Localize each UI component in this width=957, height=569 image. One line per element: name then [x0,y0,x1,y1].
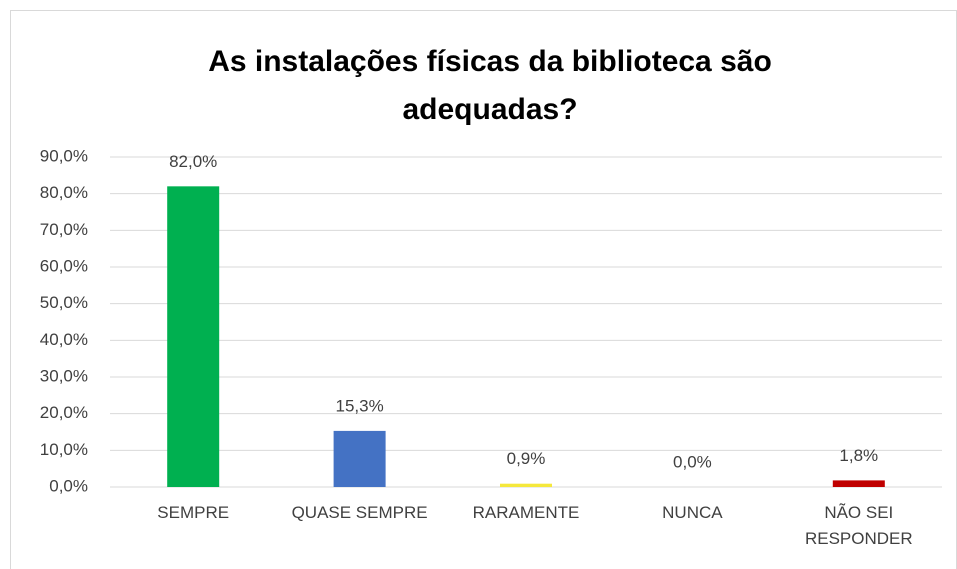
y-tick-label: 10,0% [40,440,88,459]
bar [333,430,386,487]
y-tick-label: 80,0% [40,183,88,202]
y-tick-label: 90,0% [40,146,88,165]
chart-title: As instalações físicas da biblioteca são… [208,45,772,126]
x-tick-label: SEMPRE [157,503,230,522]
y-tick-label: 0,0% [49,476,88,495]
y-tick-label: 70,0% [40,220,88,239]
data-label: 15,3% [335,396,383,415]
y-tick-label: 20,0% [40,403,88,422]
data-label: 1,8% [839,446,878,465]
y-tick-label: 40,0% [40,330,88,349]
y-tick-label: 30,0% [40,366,88,385]
bar [500,483,552,487]
x-tick-label: QUASE SEMPRE [291,503,428,522]
bar [167,186,220,488]
x-tick-label: NÃO SEI RESPONDER [804,503,913,548]
data-label: 0,9% [507,449,546,468]
x-tick-label: NUNCA [662,503,723,522]
data-label: 82,0% [169,152,217,171]
x-tick-label: RARAMENTE [472,503,580,522]
data-label: 0,0% [673,452,712,471]
y-tick-label: 50,0% [40,293,88,312]
bar [832,480,885,487]
y-tick-label: 60,0% [40,256,88,275]
